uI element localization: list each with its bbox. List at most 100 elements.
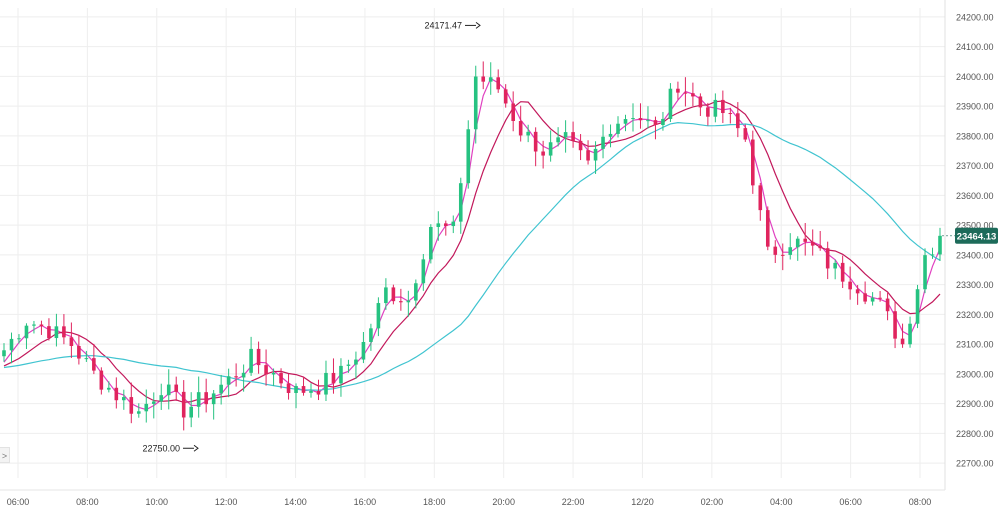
y-tick-label: 23500.00 [956,221,994,231]
candle-body [900,338,905,345]
candle-body [429,226,433,260]
candle-body [17,338,21,340]
low-annotation-arrowhead [193,444,199,452]
candle-body [578,140,583,151]
candle-body [62,326,66,338]
candle-body [608,133,613,137]
ma-mid-line [3,100,941,404]
candle-body [69,337,74,346]
candle-body [825,248,830,269]
candle-body [631,118,635,120]
candle-body [346,364,351,366]
candle-body [526,131,530,136]
candle-body [92,358,96,371]
candle-body [661,118,665,126]
candle-body [369,328,373,342]
current-price-tag-bg [955,227,998,244]
candle-body [938,235,942,255]
candle-body [309,390,313,393]
x-axis: 06:00 08:00 10:00 12:00 14:00 16:00 18:00 20:00… [0,489,945,507]
expand-panel-button[interactable]: > [0,447,10,463]
candle-body [256,348,261,366]
y-tick-label: 23300.00 [956,280,994,290]
moving-averages [3,77,941,411]
candle-body [391,287,396,302]
candle-body [795,238,800,248]
annotations: 24171.47 22750.00 [142,20,955,453]
x-tick-label: 06:00 [7,497,30,507]
candle-body [556,137,560,143]
candle-body [721,99,725,114]
candle-body [226,376,231,385]
candle-body [271,372,276,375]
candle-body [878,297,882,299]
ma-short-line [3,77,941,411]
candle-body [129,397,134,414]
x-tick-label: 02:00 [701,497,724,507]
candle-body [848,281,852,290]
candle-body [324,372,328,395]
candle-body [466,129,471,184]
candle-body [24,325,29,339]
ma-long-line [3,121,941,391]
current-price-label: 23464.13 [957,231,997,242]
candle-body [361,341,366,360]
candle-body [473,76,478,130]
candle-body [533,131,538,152]
candle-body [241,372,246,378]
candle-body [728,113,733,115]
y-tick-label: 23000.00 [956,369,994,379]
current-price-tag: 23464.13 [955,227,998,244]
candle-body [691,93,695,97]
y-tick-label: 23600.00 [956,191,994,201]
candle-body [114,387,119,401]
candle-body [870,297,875,302]
candle-body [32,324,36,326]
candle-body [676,88,680,93]
high-annotation-label: 24171.47 [424,20,462,30]
candle-body [443,223,448,227]
candle-body [406,300,411,303]
candle-body [122,397,126,401]
y-tick-label: 22700.00 [956,459,994,469]
y-tick-label: 24000.00 [956,72,994,82]
y-tick-label: 22800.00 [956,429,994,439]
x-tick-label: 06:00 [839,497,862,507]
x-tick-label: 14:00 [284,497,307,507]
candle-body [810,241,815,246]
candle-body [264,365,268,375]
candle-body [249,348,253,373]
y-tick-label: 23800.00 [956,131,994,141]
candle-body [653,120,658,126]
candle-body [863,293,867,302]
candle-body [743,128,748,140]
candle-body [84,358,89,360]
x-tick-label: 08:00 [909,497,932,507]
candle-body [855,289,860,294]
candle-body [541,151,545,156]
candle-body [151,401,156,404]
candle-body [294,386,298,393]
candle-body [623,119,628,124]
candle-body [885,298,890,312]
candle-body [136,411,141,414]
candle-body [99,370,104,390]
candle-body [511,103,515,121]
y-tick-label: 23700.00 [956,161,994,171]
x-tick-label: 20:00 [492,497,515,507]
candle-body [646,120,650,122]
x-tick-label: 04:00 [770,497,793,507]
candle-body [571,132,575,141]
candle-body [840,262,845,282]
candle-body [893,311,897,339]
candle-body [144,403,149,412]
candle-body [765,210,770,247]
y-axis: 24200.00 24100.00 24000.00 23900.00 23800.00… [944,0,994,490]
candle-body [376,303,381,329]
x-tick-label: 08:00 [76,497,99,507]
candle-body [421,259,426,284]
candle-body [773,246,778,255]
candlesticks [2,61,942,431]
